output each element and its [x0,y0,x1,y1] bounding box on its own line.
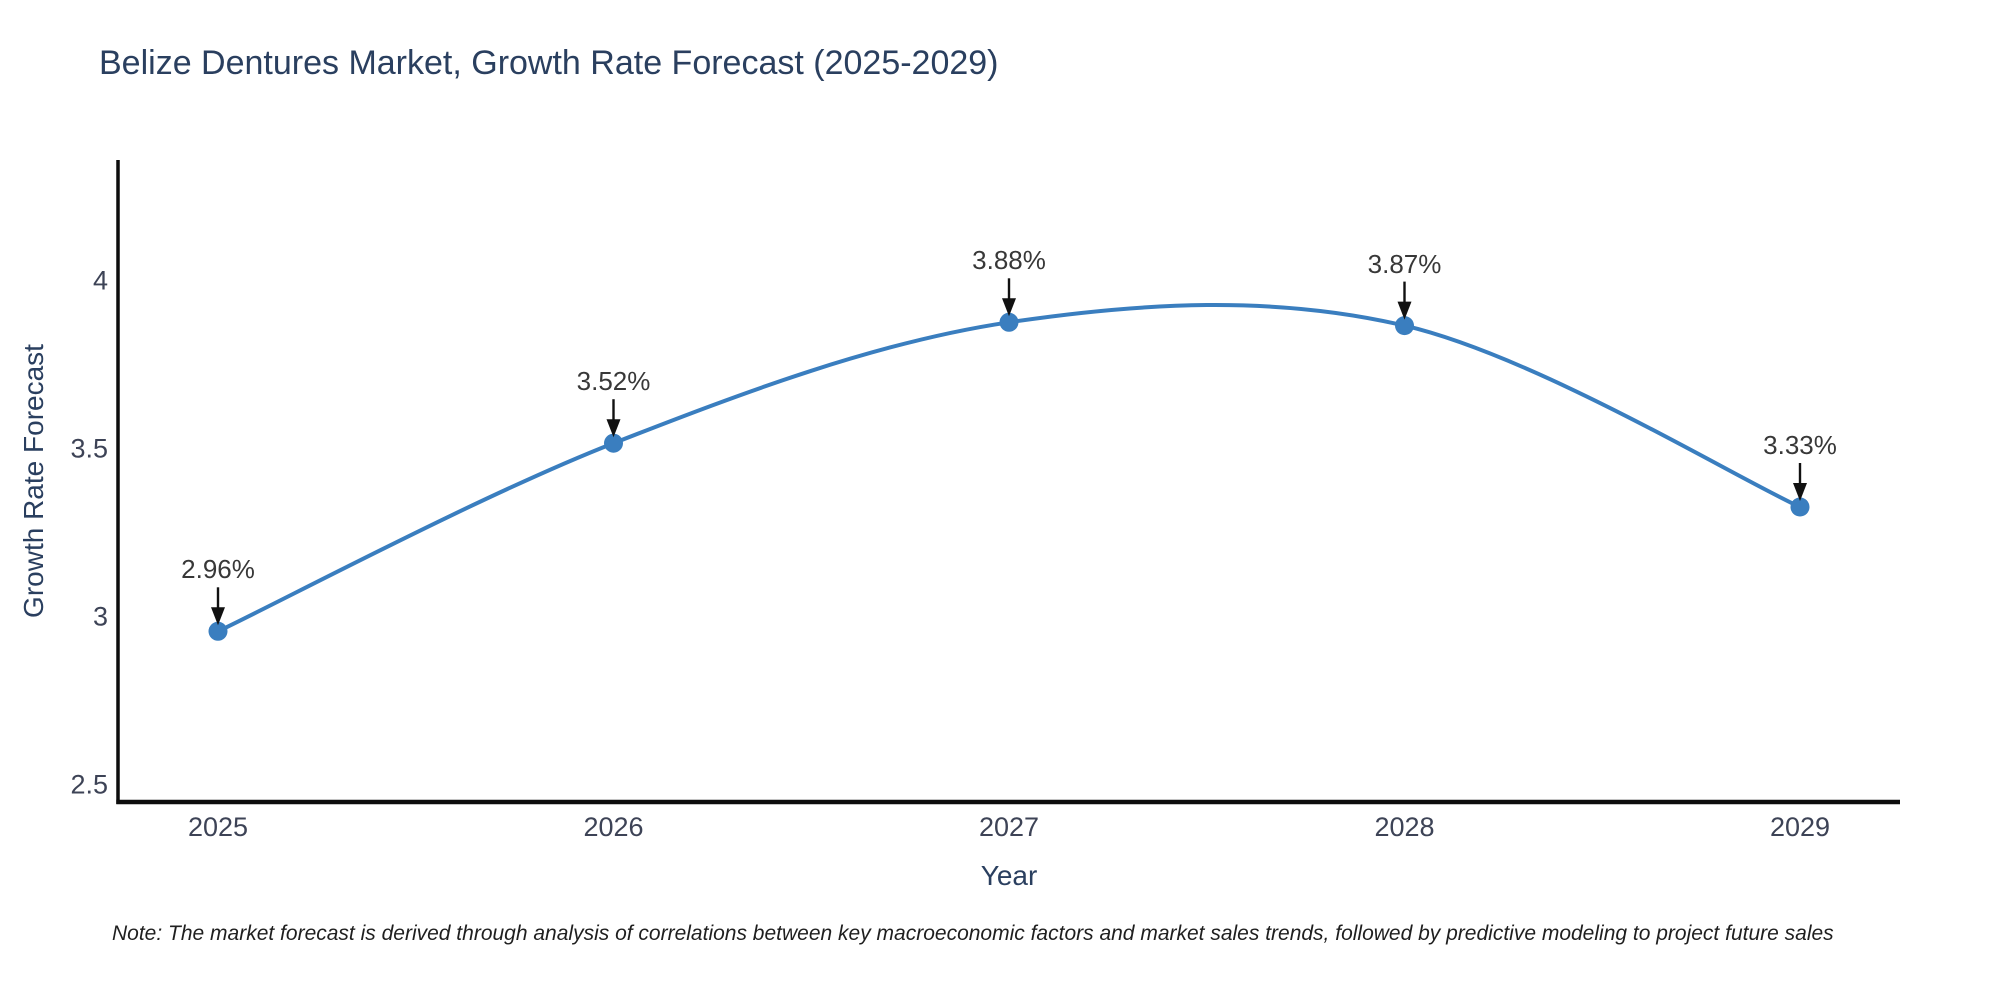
y-axis-title: Growth Rate Forecast [18,344,49,618]
data-point-label: 3.87% [1367,248,1442,279]
annotation-arrowhead [211,607,225,626]
data-point-marker[interactable] [999,312,1019,332]
x-axis-title: Year [980,860,1038,891]
data-point-marker[interactable] [1790,497,1810,517]
series-line [216,303,1802,634]
x-tick-label: 2026 [583,812,644,842]
footnote: Note: The market forecast is derived thr… [112,922,1834,945]
data-point-label: 3.88% [972,245,1046,276]
x-tick-label: 2027 [978,812,1040,842]
data-point-label: 2.96% [181,554,255,585]
y-tick-label: 3 [92,601,108,632]
x-tick-label: 2028 [1374,812,1435,842]
annotation-arrowhead [1793,483,1807,501]
data-point-marker[interactable] [604,433,623,453]
y-tick-label: 2.5 [70,769,108,800]
annotation-arrowhead [1397,301,1412,320]
x-tick-label: 2029 [1769,812,1831,842]
x-tick-label: 2025 [187,812,249,842]
annotation-arrowhead [1002,298,1016,317]
data-point-label: 3.33% [1763,430,1837,460]
chart-title: Belize Dentures Market, Growth Rate Fore… [99,44,999,82]
data-point-marker[interactable] [1395,316,1414,336]
annotation-arrowhead [606,419,621,438]
y-tick-label: 4 [92,265,108,296]
y-tick-label: 3.5 [70,433,108,464]
data-point-label: 3.52% [576,366,651,397]
data-point-marker[interactable] [208,621,228,641]
